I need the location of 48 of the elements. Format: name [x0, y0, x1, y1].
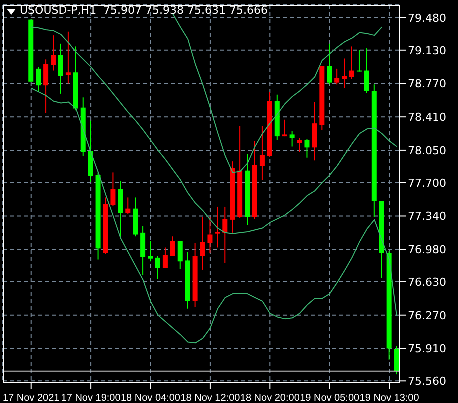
- candlestick: [58, 43, 64, 94]
- x-tick-label: 17 Nov 2021: [3, 393, 60, 403]
- y-tick-label: 79.130: [408, 44, 446, 58]
- y-tick-label: 77.700: [408, 176, 446, 190]
- candlestick: [334, 68, 340, 86]
- candlestick: [356, 50, 362, 72]
- x-tick-label: 19 Nov 05:00: [300, 393, 360, 403]
- candlestick: [222, 206, 228, 264]
- candlestick: [36, 66, 42, 93]
- candlestick: [170, 236, 176, 257]
- candlestick: [148, 240, 154, 262]
- y-tick-label: 76.980: [408, 243, 446, 256]
- line-series: [30, 88, 398, 344]
- candlestick: [215, 206, 220, 248]
- candlestick: [350, 46, 355, 80]
- candlestick: [200, 216, 206, 270]
- candlestick: [364, 48, 370, 94]
- y-tick-label: 79.480: [408, 12, 446, 25]
- x-tick-label: 19 Nov 13:00: [360, 393, 420, 403]
- y-tick-label: 76.270: [408, 309, 446, 322]
- x-tick-label: 17 Nov 19:00: [61, 393, 122, 403]
- candlestick: [290, 130, 295, 148]
- x-tick-label: 18 Nov 04:00: [121, 393, 181, 403]
- y-tick-label: 75.560: [408, 375, 446, 388]
- candlestick: [208, 216, 213, 254]
- y-tick-label: 78.770: [408, 78, 446, 91]
- chart-title: USOUSD-P,H1 75.907 75.938 75.631 75.666: [20, 4, 268, 17]
- x-tick-label: 18 Nov 20:00: [240, 393, 300, 403]
- y-tick-label: 78.410: [408, 111, 446, 124]
- candlestick: [282, 119, 288, 138]
- y-tick-label: 75.910: [408, 342, 446, 356]
- candlestick: [51, 35, 56, 72]
- line-series: [172, 14, 383, 174]
- y-tick-label: 76.630: [408, 276, 446, 289]
- candlestick: [304, 138, 310, 158]
- candlestick: [162, 247, 168, 269]
- candlestick: [66, 31, 71, 84]
- line-series: [30, 26, 398, 234]
- candlestick: [110, 172, 116, 207]
- candlestick: [44, 59, 49, 114]
- candlestick: [260, 126, 265, 181]
- y-tick-label: 77.340: [408, 210, 446, 224]
- candlestick: [126, 197, 131, 215]
- y-tick-label: 78.050: [408, 144, 446, 158]
- candlestick: [327, 43, 332, 86]
- x-tick-label: 18 Nov 12:00: [180, 393, 241, 403]
- candlestick: [155, 256, 160, 280]
- candlestick: [178, 240, 183, 270]
